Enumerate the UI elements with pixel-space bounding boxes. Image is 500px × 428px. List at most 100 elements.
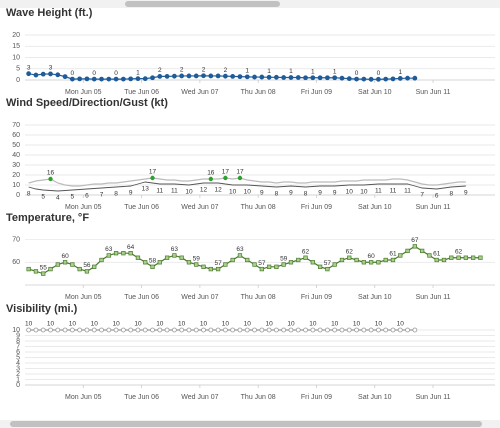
point: [325, 266, 330, 272]
point: [405, 248, 410, 254]
value-label: 63: [236, 246, 244, 253]
point: [354, 257, 359, 263]
point: [55, 327, 61, 333]
point: [164, 327, 170, 333]
point: [193, 327, 199, 333]
point: [383, 257, 388, 263]
point: [77, 76, 83, 82]
value-label: 12: [214, 187, 222, 194]
x-tick-label: Thu Jun 08: [241, 394, 276, 401]
value-label: 10: [229, 189, 237, 196]
x-tick-label: Mon Jun 05: [65, 89, 102, 96]
value-label: 58: [149, 258, 157, 265]
point: [62, 327, 68, 333]
point: [26, 266, 31, 272]
point: [128, 76, 134, 82]
point: [157, 260, 162, 265]
point: [223, 262, 228, 267]
point: [332, 327, 338, 333]
x-tick-label: Sun Jun 11: [416, 394, 451, 401]
value-label: 9: [318, 190, 322, 197]
y-tick-label: 20: [12, 32, 20, 39]
value-label: 56: [83, 262, 91, 269]
point: [259, 266, 264, 272]
value-label: 10: [134, 321, 142, 328]
point: [368, 260, 374, 265]
point: [346, 76, 352, 82]
value-label: 11: [390, 188, 397, 195]
x-tick-label: Tue Jun 06: [124, 394, 159, 401]
point: [77, 327, 83, 333]
point: [288, 260, 294, 265]
chart-title: Wave Height (ft.): [6, 7, 93, 19]
point: [230, 327, 236, 333]
point: [33, 327, 39, 333]
gust-point: [208, 176, 214, 182]
point: [48, 327, 53, 333]
point: [143, 260, 148, 265]
chart-title: Visibility (mi.): [6, 303, 78, 315]
point: [33, 72, 39, 78]
value-label: 6: [435, 193, 439, 200]
top-scroll-thumb[interactable]: [125, 1, 280, 7]
point: [310, 327, 316, 333]
point: [273, 327, 279, 333]
y-tick-label: 60: [12, 259, 20, 266]
value-label: 12: [200, 187, 208, 194]
point: [172, 253, 177, 258]
x-tick-label: Thu Jun 08: [241, 204, 276, 211]
point: [354, 76, 359, 82]
y-tick-label: 8: [16, 338, 20, 345]
value-label: 10: [265, 321, 273, 328]
series-line: [28, 181, 466, 192]
chart-title: Wind Speed/Direction/Gust (kt): [6, 97, 168, 109]
value-label: 63: [105, 246, 113, 253]
point: [69, 327, 75, 333]
value-label: 10: [47, 321, 55, 328]
point: [252, 327, 257, 333]
value-label: 2: [202, 66, 206, 73]
point: [40, 71, 46, 77]
value-label: 9: [333, 190, 337, 197]
bottom-scroll-thumb[interactable]: [10, 421, 482, 427]
value-label: 9: [464, 190, 468, 197]
y-tick-label: 0: [16, 192, 20, 199]
y-tick-label: 0: [16, 77, 20, 84]
point: [295, 327, 301, 333]
value-label: 55: [40, 264, 48, 271]
point: [405, 327, 410, 333]
point: [142, 76, 148, 82]
point: [215, 73, 221, 79]
point: [310, 75, 316, 81]
y-tick-label: 20: [12, 172, 20, 179]
point: [179, 327, 185, 333]
point: [368, 76, 374, 82]
value-label: 5: [71, 194, 75, 201]
point: [186, 260, 192, 265]
value-label: 8: [275, 191, 279, 198]
point: [281, 262, 286, 267]
value-label: 0: [92, 70, 96, 77]
value-label: 10: [112, 321, 120, 328]
point: [128, 251, 133, 256]
value-label: 3: [27, 64, 31, 71]
value-label: 61: [433, 251, 441, 258]
value-label: 11: [375, 188, 382, 195]
point: [91, 327, 97, 333]
point: [259, 327, 265, 333]
x-tick-label: Thu Jun 08: [241, 89, 276, 96]
y-tick-label: 4: [16, 360, 20, 367]
point: [441, 257, 447, 263]
point: [317, 327, 323, 333]
point: [128, 327, 134, 333]
point: [361, 260, 366, 265]
point: [106, 327, 112, 333]
point: [456, 255, 461, 260]
value-label: 9: [129, 190, 133, 197]
x-tick-label: Thu Jun 08: [241, 294, 276, 301]
value-label: 59: [193, 255, 201, 262]
point: [237, 253, 243, 258]
value-label: 2: [180, 67, 184, 74]
point: [376, 76, 381, 82]
value-label: 10: [69, 321, 77, 328]
